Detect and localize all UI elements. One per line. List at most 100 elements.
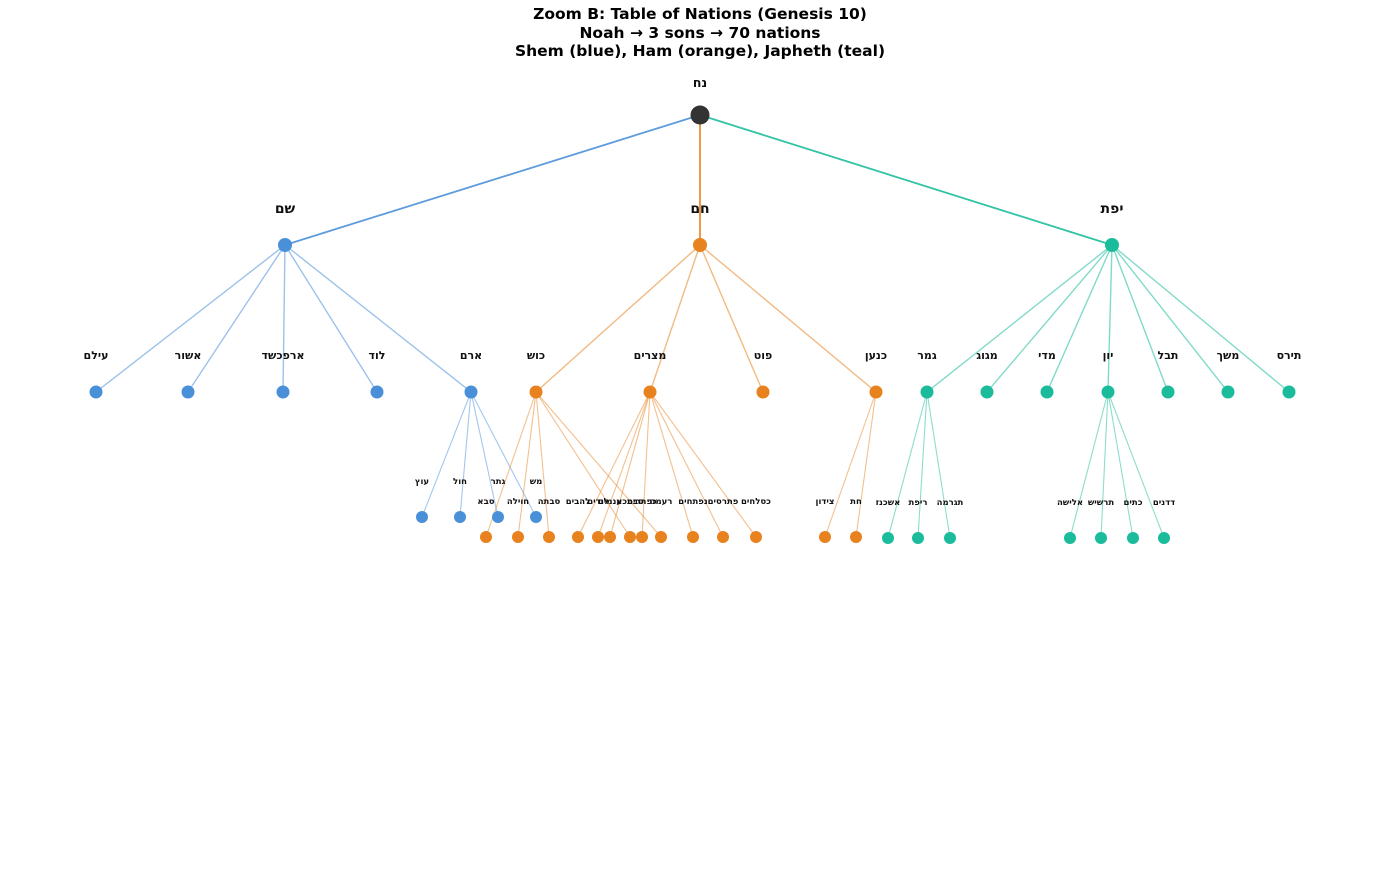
tree-edge — [855, 391, 877, 538]
tree-node-lud — [370, 385, 384, 399]
node-label-heth: חת — [850, 497, 862, 507]
tree-node-noah — [690, 105, 710, 125]
tree-node-gether — [492, 511, 504, 523]
node-label-tubal: תבל — [1158, 349, 1179, 362]
tree-node-sabtah — [543, 531, 555, 543]
node-label-mash: מש — [530, 477, 543, 487]
tree-node-tarshish — [1095, 532, 1107, 544]
node-label-pathrusim: פתרסים — [708, 497, 739, 507]
tree-edge — [699, 244, 877, 393]
tree-edge — [459, 391, 472, 518]
tree-edge — [1069, 391, 1109, 539]
node-label-casluhim: כסלחים — [741, 497, 771, 507]
tree-node-lehabim — [572, 531, 584, 543]
chart-title: Zoom B: Table of Nations (Genesis 10) No… — [0, 5, 1400, 61]
node-label-mitzrayim: מצרים — [634, 349, 667, 362]
node-label-elishah: אלישה — [1057, 498, 1083, 508]
node-label-kittim: כתים — [1123, 498, 1142, 508]
node-label-meshech: משך — [1217, 349, 1240, 362]
tree-node-ashkenaz — [882, 532, 894, 544]
node-label-hul: חול — [453, 477, 467, 487]
node-label-sidon: צידון — [816, 497, 835, 507]
tree-edge — [1111, 244, 1169, 393]
tree-edge — [986, 244, 1113, 393]
node-label-caphtorim: כפתרים — [627, 497, 657, 507]
tree-edge — [649, 244, 701, 393]
tree-edge — [1046, 244, 1113, 393]
tree-node-ham — [693, 238, 707, 252]
node-label-ham: חם — [690, 201, 709, 217]
tree-edge — [1107, 391, 1134, 539]
node-label-togarmah: תגרמה — [937, 498, 964, 508]
tree-edge — [649, 391, 724, 538]
tree-node-magog — [980, 385, 994, 399]
tree-node-raamah — [655, 531, 667, 543]
tree-edge — [517, 391, 537, 538]
tree-edge — [699, 244, 764, 393]
tree-edge — [284, 114, 701, 246]
tree-edge — [1111, 244, 1229, 393]
tree-node-ludim — [592, 531, 604, 543]
node-label-lud: לוד — [369, 349, 386, 362]
tree-edge — [284, 244, 472, 393]
node-label-arpachshad: ארפכשד — [262, 349, 305, 362]
node-label-ludim: לודים — [587, 497, 608, 507]
tree-node-put — [756, 385, 770, 399]
tree-node-kittim — [1127, 532, 1139, 544]
tree-node-elam — [89, 385, 103, 399]
tree-edge — [470, 391, 499, 518]
tree-edge — [535, 391, 662, 538]
tree-edge — [535, 244, 701, 393]
tree-node-pathrusim — [717, 531, 729, 543]
tree-node-dodanim — [1158, 532, 1170, 544]
node-label-gether: גתר — [491, 477, 506, 487]
tree-edge — [187, 244, 286, 393]
node-label-aram: ארם — [460, 349, 482, 362]
node-label-magog: מגוג — [976, 349, 998, 362]
node-label-seba: סבא — [477, 497, 494, 507]
tree-node-seba — [480, 531, 492, 543]
tree-node-aram — [464, 385, 478, 399]
node-label-anamim: ענמים — [598, 497, 622, 507]
tree-edge — [597, 391, 651, 538]
tree-node-havilah — [512, 531, 524, 543]
tree-node-sabteca — [624, 531, 636, 543]
node-label-tarshish: תרשיש — [1088, 498, 1115, 508]
tree-node-casluhim — [750, 531, 762, 543]
tree-edge — [535, 391, 550, 538]
tree-node-uz — [416, 511, 428, 523]
title-line-3: Shem (blue), Ham (orange), Japheth (teal… — [514, 42, 886, 60]
tree-edge — [1107, 391, 1165, 539]
node-label-gomer: גמר — [917, 349, 937, 362]
tree-edge — [926, 244, 1113, 393]
node-label-raamah: רעמה — [650, 497, 673, 507]
tree-node-shem — [278, 238, 292, 252]
tree-node-gomer — [920, 385, 934, 399]
tree-node-mash — [530, 511, 542, 523]
tree-edge — [649, 391, 694, 538]
tree-node-asshur — [181, 385, 195, 399]
node-label-naphtuhim: נפתחים — [678, 497, 708, 507]
node-label-yavan: יון — [1103, 349, 1114, 362]
node-label-elam: עילם — [84, 349, 109, 362]
node-label-put: פוט — [754, 349, 772, 362]
node-label-sabteca: סבתכא — [616, 497, 644, 507]
tree-edge — [649, 391, 757, 538]
node-label-ashkenaz: אשכנז — [876, 498, 901, 508]
tree-edge — [470, 391, 537, 518]
tree-node-yavan — [1101, 385, 1115, 399]
tree-node-tiras — [1282, 385, 1296, 399]
tree-node-anamim — [604, 531, 616, 543]
node-label-sabtah: סבתה — [538, 497, 561, 507]
tree-node-japheth — [1105, 238, 1119, 252]
node-label-lehabim: להבים — [566, 497, 591, 507]
tree-edge — [699, 114, 1113, 246]
node-label-asshur: אשור — [175, 349, 202, 362]
tree-node-hul — [454, 511, 466, 523]
tree-node-madai — [1040, 385, 1054, 399]
node-label-dodanim: דדנים — [1153, 498, 1175, 508]
tree-edge — [1100, 391, 1109, 539]
node-label-riphath: ריפת — [908, 498, 927, 508]
